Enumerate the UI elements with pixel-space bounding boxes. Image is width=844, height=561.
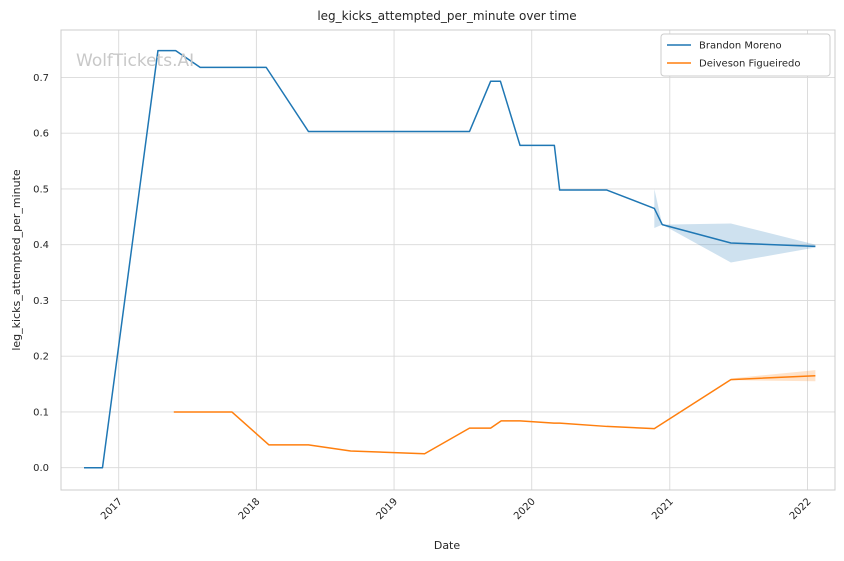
watermark-text: WolfTickets.AI	[76, 51, 194, 71]
x-axis-ticks: 2017 2018 2019 2020 2021 2022	[99, 496, 814, 522]
x-axis-label: Date	[434, 539, 461, 552]
x-tick-label: 2021	[650, 496, 676, 522]
y-tick-label: 0.5	[33, 184, 49, 195]
x-tick-label: 2019	[374, 496, 400, 522]
y-tick-label: 0.7	[33, 73, 49, 84]
y-tick-label: 0.3	[33, 296, 49, 307]
grid	[61, 30, 835, 490]
plot-frame	[60, 29, 836, 491]
x-tick-label: 2020	[512, 496, 538, 522]
legend-label: Deiveson Figueiredo	[699, 59, 800, 70]
series-line-0	[84, 49, 816, 469]
confidence-bands	[654, 188, 816, 382]
y-axis-label: leg_kicks_attempted_per_minute	[10, 169, 23, 351]
y-tick-label: 0.4	[33, 240, 49, 251]
legend: Brandon Moreno Deiveson Figueiredo	[660, 33, 831, 77]
x-tick-label: 2018	[237, 496, 263, 522]
y-tick-label: 0.6	[33, 129, 49, 140]
chart-title: leg_kicks_attempted_per_minute over time	[317, 9, 576, 23]
series-line-1	[173, 374, 816, 455]
y-tick-label: 0.1	[33, 407, 49, 418]
confidence-band-0	[654, 188, 816, 263]
y-tick-label: 0.0	[33, 463, 49, 474]
legend-box	[660, 33, 831, 77]
legend-label: Brandon Moreno	[699, 41, 782, 52]
y-axis-ticks: 0.0 0.1 0.2 0.3 0.4 0.5 0.6 0.7	[33, 73, 49, 474]
y-tick-label: 0.2	[33, 352, 49, 363]
series-lines	[84, 49, 816, 469]
x-tick-label: 2022	[788, 496, 814, 522]
x-tick-label: 2017	[99, 496, 125, 522]
